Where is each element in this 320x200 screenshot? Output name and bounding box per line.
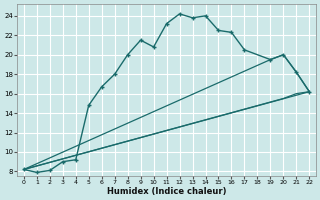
X-axis label: Humidex (Indice chaleur): Humidex (Indice chaleur) (107, 187, 226, 196)
